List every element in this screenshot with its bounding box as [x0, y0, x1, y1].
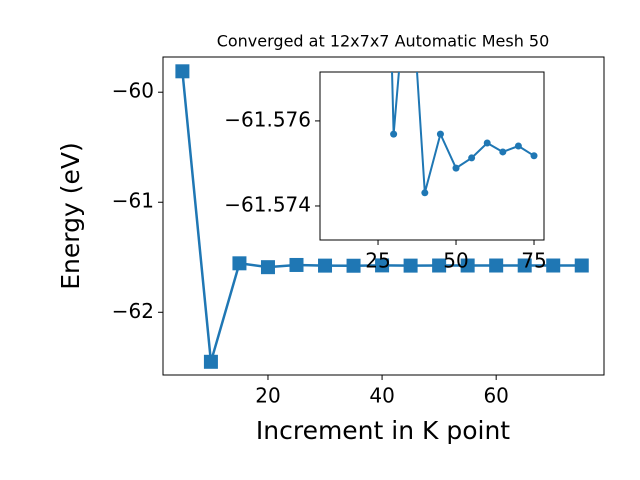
marker — [432, 258, 447, 273]
plot-layer — [175, 64, 589, 369]
marker — [318, 258, 333, 273]
plot-area — [319, 71, 545, 241]
marker — [175, 64, 190, 79]
x-tick-label: 25 — [365, 249, 390, 273]
y-tick-label: −62 — [112, 299, 154, 323]
y-tick-label: −60 — [112, 79, 154, 103]
chart-title: Converged at 12x7x7 Automatic Mesh 50 — [217, 32, 550, 51]
marker — [574, 258, 589, 273]
marker — [483, 139, 491, 147]
plot-layer — [390, 72, 538, 197]
marker — [203, 354, 218, 369]
marker — [260, 260, 275, 275]
x-axis-label: Increment in K point — [256, 416, 510, 445]
x-tick-label: 20 — [255, 384, 280, 408]
y-axis-label: Energy (eV) — [56, 142, 85, 289]
marker — [514, 142, 522, 150]
x-tick-label: 40 — [369, 384, 394, 408]
marker — [452, 164, 460, 172]
marker — [403, 258, 418, 273]
marker — [546, 258, 561, 273]
marker — [289, 257, 304, 272]
marker — [436, 130, 444, 138]
marker — [489, 258, 504, 273]
y-tick-label: −61 — [112, 189, 154, 213]
marker — [232, 256, 247, 271]
marker — [460, 258, 475, 273]
marker — [468, 154, 476, 162]
marker — [390, 130, 398, 138]
y-tick-label: −61.574 — [224, 192, 311, 216]
marker — [346, 258, 361, 273]
marker — [517, 258, 532, 273]
marker — [375, 258, 390, 273]
marker — [421, 189, 429, 197]
y-tick-label: −61.576 — [224, 107, 311, 131]
x-tick-label: 75 — [521, 249, 546, 273]
marker — [499, 148, 507, 156]
marker — [530, 152, 538, 160]
x-tick-label: 60 — [483, 384, 508, 408]
x-tick-label: 50 — [443, 249, 468, 273]
